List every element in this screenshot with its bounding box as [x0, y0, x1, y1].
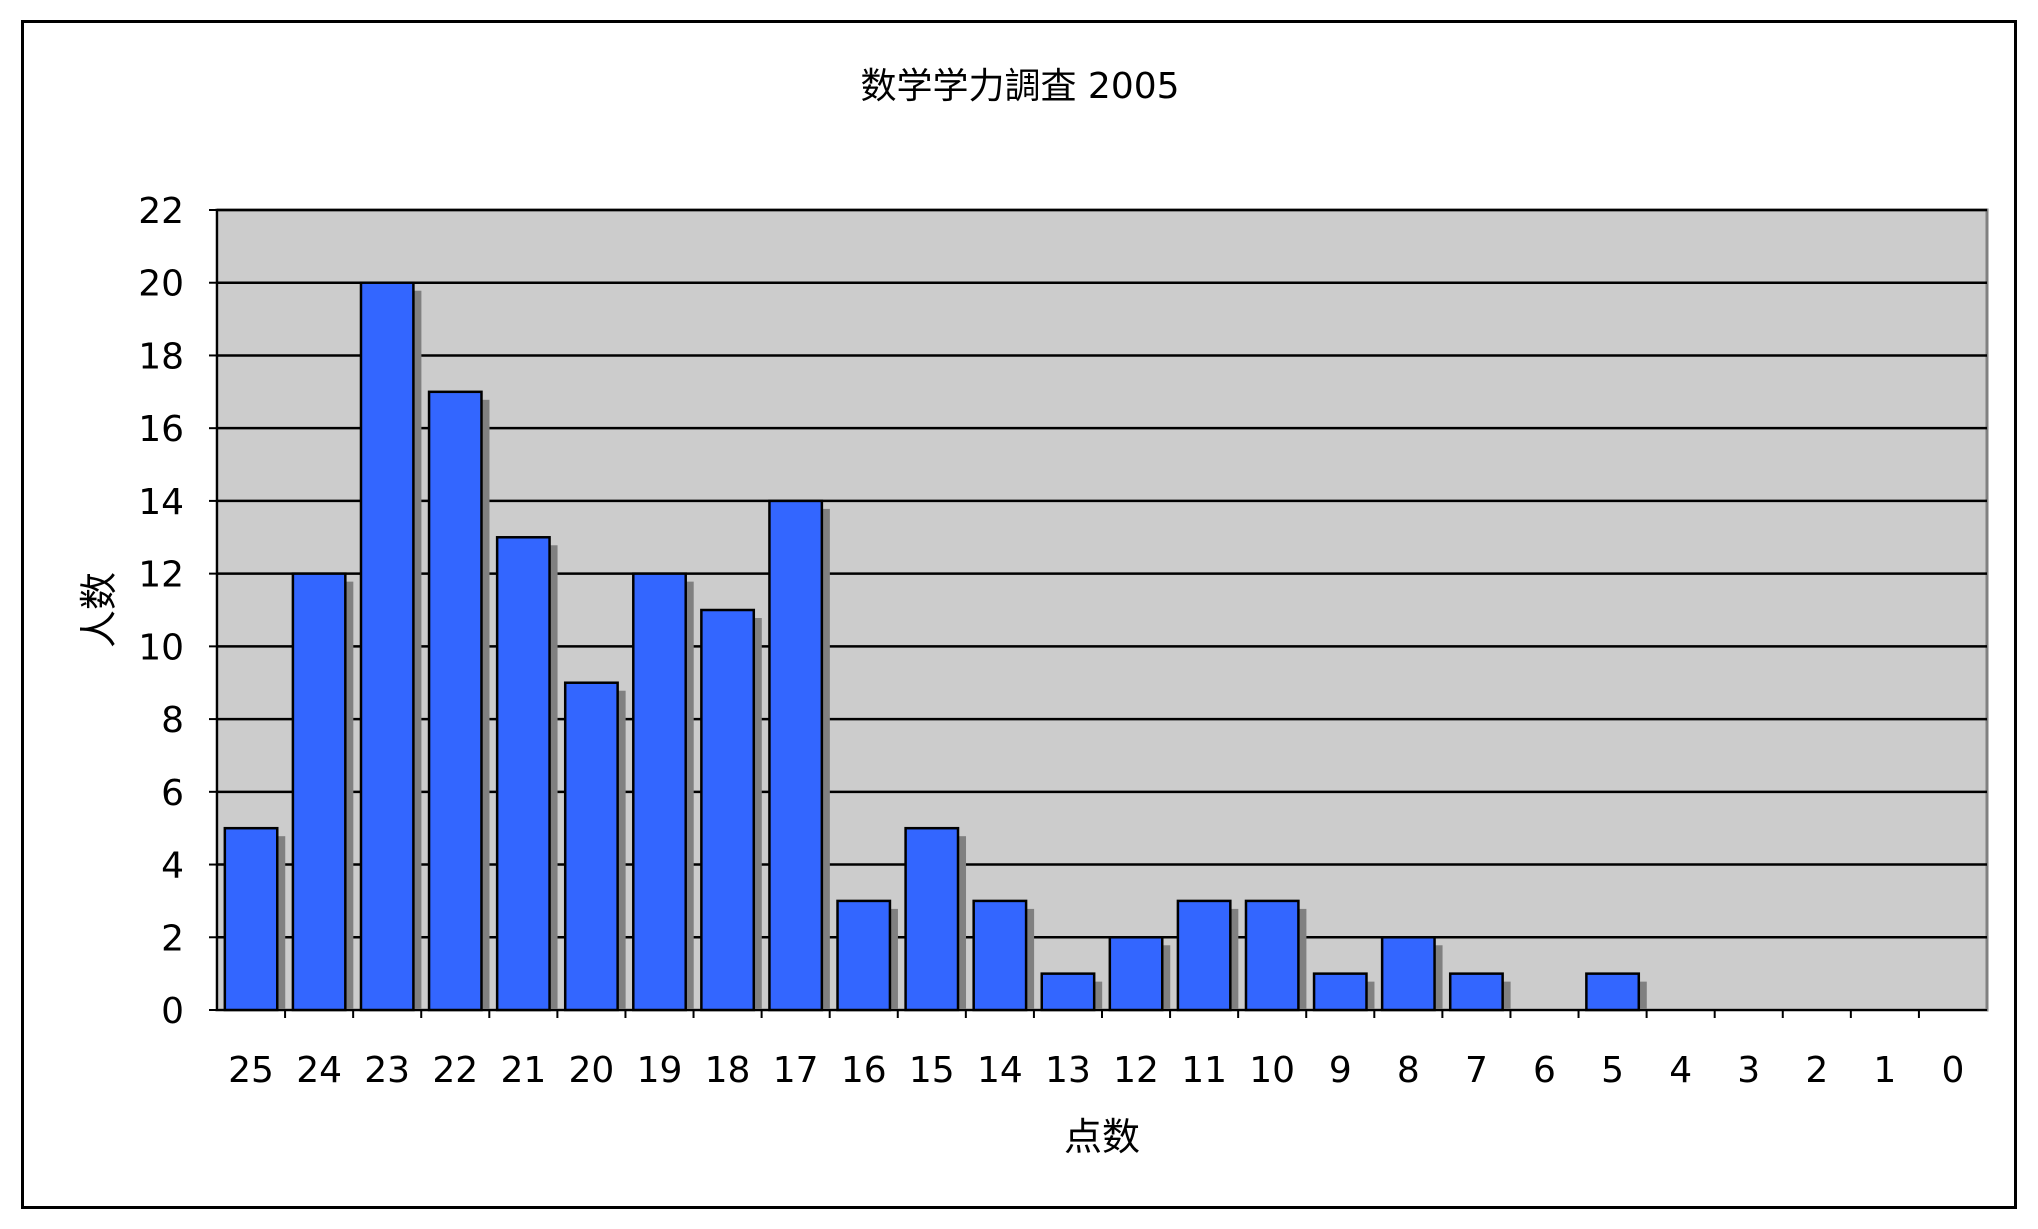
y-tick-label: 18: [138, 336, 184, 377]
x-tick-label: 16: [841, 1050, 887, 1091]
x-tick-label: 20: [569, 1050, 615, 1091]
x-tick-label: 18: [705, 1050, 751, 1091]
y-axis-label: 人数: [77, 572, 121, 648]
x-tick-label: 21: [500, 1050, 546, 1091]
bar: [1108, 936, 1164, 1012]
y-tick-label: 2: [161, 918, 184, 959]
x-tick-label: 19: [637, 1050, 683, 1091]
x-tick-label: 12: [1113, 1050, 1159, 1091]
x-tick-label: 7: [1465, 1050, 1488, 1091]
y-tick-label: 10: [138, 627, 184, 668]
y-tick-label: 6: [161, 773, 184, 814]
x-tick-label: 17: [773, 1050, 819, 1091]
y-tick-label: 8: [161, 700, 184, 741]
x-tick-label: 13: [1045, 1050, 1091, 1091]
x-tick-label: 22: [432, 1050, 478, 1091]
x-tick-label: 25: [228, 1050, 274, 1091]
bar: [700, 608, 756, 1012]
x-tick-label: 4: [1669, 1050, 1692, 1091]
chart-title: 数学学力調査 2005: [860, 66, 1179, 107]
bar: [768, 499, 824, 1012]
x-tick-label: 9: [1329, 1050, 1352, 1091]
x-tick-label: 1: [1873, 1050, 1896, 1091]
x-tick-label: 2: [1805, 1050, 1828, 1091]
bar: [632, 572, 687, 1012]
x-tick-label: 0: [1942, 1050, 1965, 1091]
x-axis-label: 点数: [1064, 1115, 1140, 1159]
bar: [223, 826, 279, 1012]
bar: [1448, 972, 1504, 1012]
bar: [1176, 899, 1232, 1012]
bars: [223, 281, 1641, 1012]
bar: [1244, 899, 1300, 1012]
y-tick-label: 14: [138, 482, 184, 523]
bar: [904, 826, 960, 1012]
y-tick-label: 0: [161, 991, 184, 1032]
bar: [972, 899, 1028, 1012]
bar: [1312, 972, 1368, 1012]
bar: [1380, 936, 1436, 1012]
x-tick-label: 24: [296, 1050, 342, 1091]
x-axis-ticks: 25 24 23 22 21 20 19 18 17 16 15 14 13 12 11 10 9 8 7 6 5 4 3 2…: [228, 1010, 1964, 1091]
y-tick-label: 20: [138, 264, 184, 305]
bar: [563, 681, 619, 1012]
bar: [1040, 972, 1096, 1012]
x-tick-label: 15: [909, 1050, 955, 1091]
x-tick-label: 10: [1249, 1050, 1295, 1091]
x-tick-label: 8: [1397, 1050, 1420, 1091]
bar: [1585, 972, 1641, 1012]
x-tick-label: 6: [1533, 1050, 1556, 1091]
bar: [836, 899, 892, 1012]
y-tick-label: 12: [138, 555, 184, 596]
x-tick-label: 5: [1601, 1050, 1624, 1091]
y-tick-label: 16: [138, 409, 184, 450]
y-tick-label: 4: [161, 846, 184, 887]
y-tick-label: 22: [138, 191, 184, 232]
bar: [359, 281, 415, 1012]
x-tick-label: 23: [364, 1050, 410, 1091]
bar: [495, 536, 551, 1012]
bar: [291, 572, 347, 1012]
x-tick-label: 3: [1737, 1050, 1760, 1091]
x-tick-label: 14: [977, 1050, 1023, 1091]
y-axis-ticks: 0 2 4 6 8 10 12 14 16 18 20 22: [138, 191, 217, 1032]
x-tick-label: 11: [1181, 1050, 1227, 1091]
bar: [427, 390, 483, 1012]
